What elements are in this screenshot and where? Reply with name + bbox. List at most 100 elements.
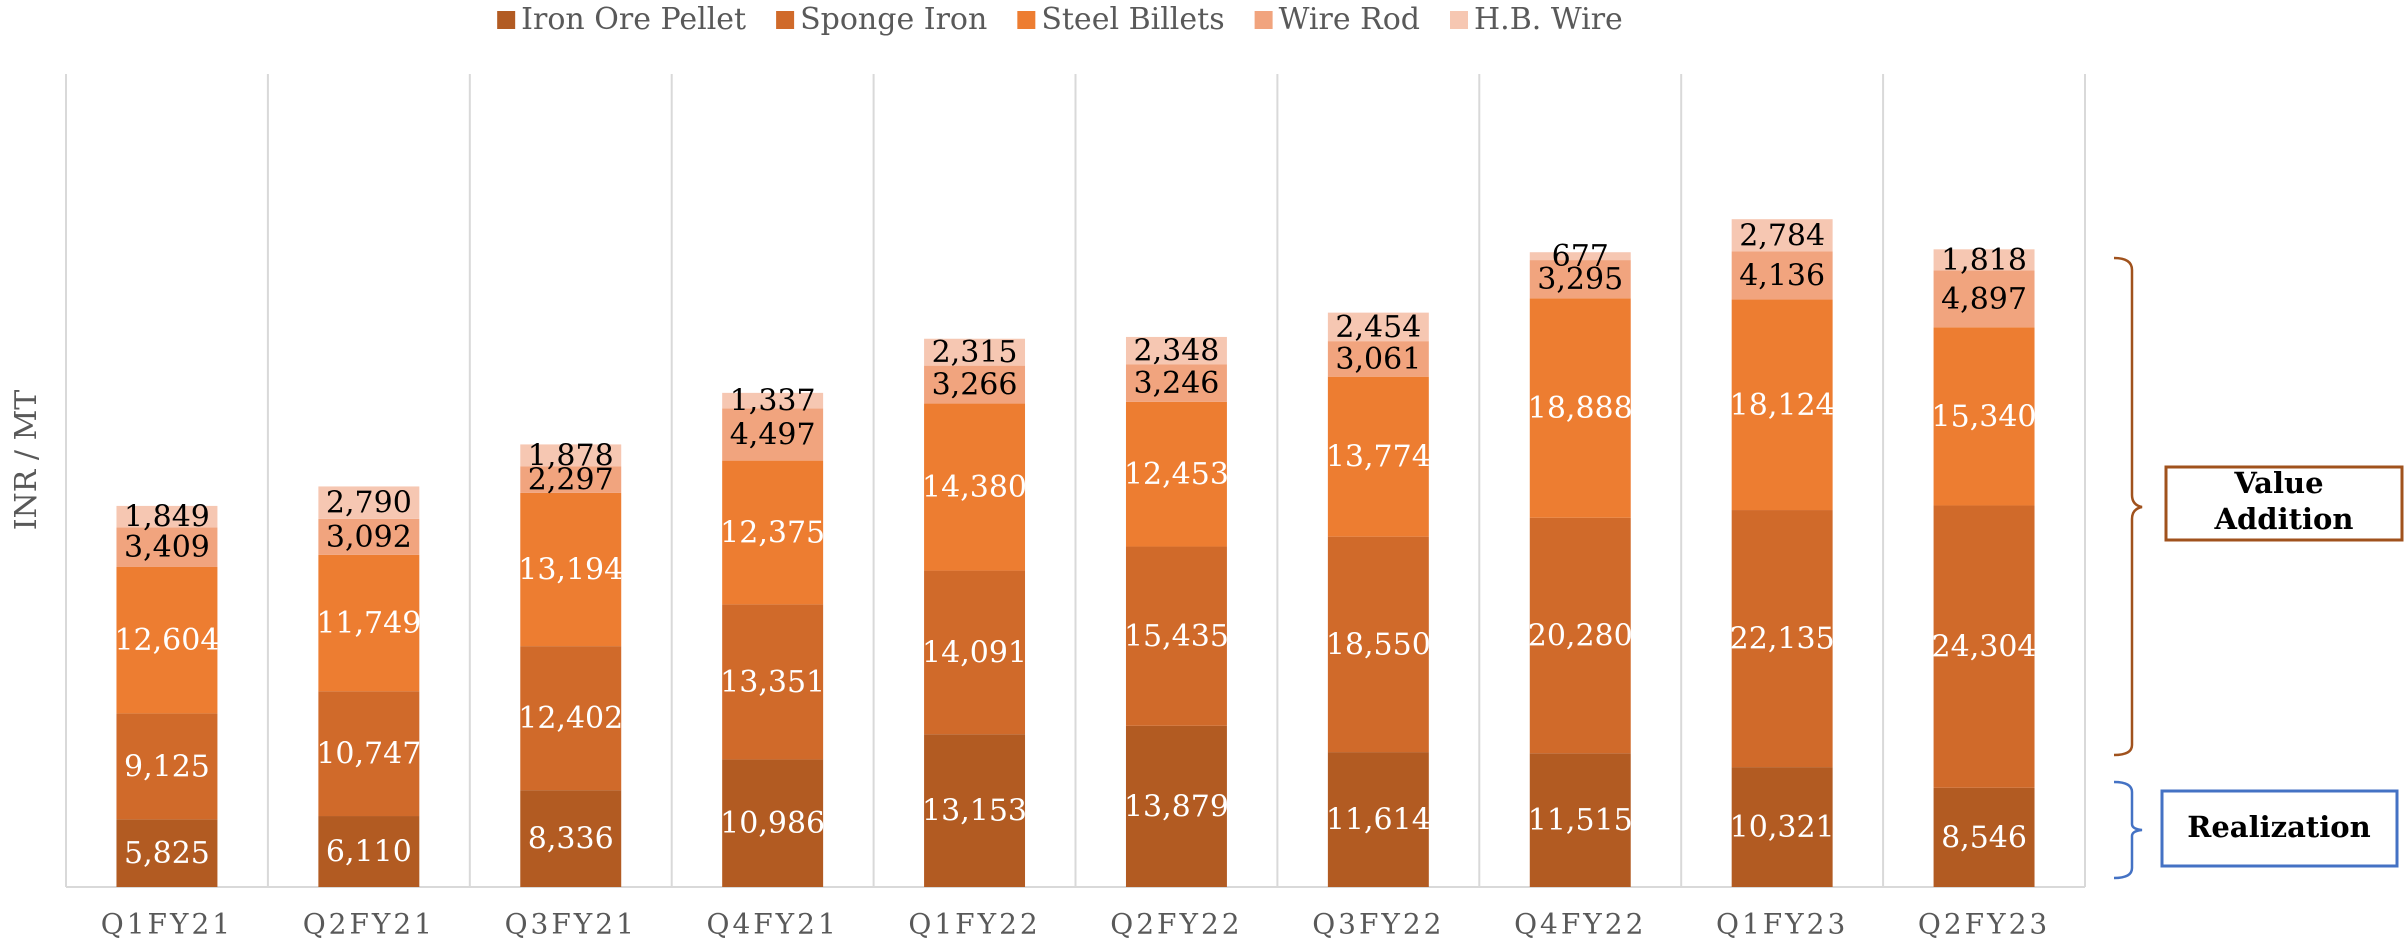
bar-segment	[520, 492, 622, 647]
annotation-line: Value	[2233, 466, 2323, 500]
x-tick-label: Q4FY22	[1514, 908, 1646, 941]
annotation-box	[2160, 789, 2399, 868]
data-label: 18,124	[1730, 388, 1835, 423]
data-label: 14,091	[922, 635, 1027, 670]
bar-segment	[1933, 505, 2035, 788]
data-label: 1,337	[730, 384, 816, 419]
annotation: Realization	[2187, 810, 2370, 844]
data-label: 2,315	[932, 335, 1018, 370]
bar-segment	[1125, 546, 1227, 726]
bar-segment	[1529, 298, 1631, 518]
data-label: 3,266	[932, 368, 1018, 403]
data-label: 12,375	[720, 515, 825, 550]
bar-segment	[318, 486, 420, 519]
bar-segment	[1731, 299, 1833, 511]
x-tick-label: Q1FY22	[908, 908, 1040, 941]
bar-segment	[1731, 251, 1833, 300]
data-label: 12,604	[114, 623, 219, 658]
data-label: 13,153	[922, 794, 1027, 829]
bar-segment	[318, 518, 420, 555]
bar-segment	[1125, 364, 1227, 402]
bar-segment	[1731, 219, 1833, 252]
bar-segment	[1327, 341, 1429, 377]
legend-swatch	[1017, 11, 1036, 29]
bar-segment	[1529, 753, 1631, 887]
bar-segment	[116, 713, 218, 820]
bar-segment	[722, 392, 824, 409]
bar-segment	[318, 554, 420, 692]
annotation: Value Addition	[2214, 466, 2354, 536]
data-label: 11,614	[1326, 803, 1431, 838]
data-label: 1,818	[1941, 243, 2027, 278]
x-tick-label: Q2FY23	[1918, 908, 2050, 941]
data-label: 13,774	[1326, 440, 1431, 475]
data-label: 15,340	[1932, 399, 2037, 434]
bar-segment	[1125, 336, 1227, 365]
data-label: 13,351	[720, 665, 825, 700]
bar-segment	[1327, 312, 1429, 342]
bar-segment	[318, 816, 420, 887]
bar-segment	[1933, 270, 2035, 328]
bar-segment	[1933, 787, 2035, 887]
annotation-box	[2164, 465, 2404, 542]
bar-segment	[722, 759, 824, 887]
data-label: 4,897	[1941, 282, 2027, 317]
data-label: 677	[1552, 239, 1609, 274]
bar-segment	[1933, 249, 2035, 271]
bar-segment	[924, 365, 1026, 404]
bar-segment	[1125, 401, 1227, 547]
bar-segment	[722, 408, 824, 461]
legend-swatch	[1450, 11, 1468, 29]
bar-segment	[722, 460, 824, 605]
annotation-line: Addition	[2214, 502, 2354, 536]
data-label: 13,879	[1124, 789, 1229, 824]
data-label: 12,402	[518, 701, 623, 736]
data-label: 24,304	[1932, 630, 2037, 665]
legend-swatch	[776, 11, 795, 29]
data-label: 20,280	[1528, 618, 1633, 653]
bar-segment	[924, 734, 1026, 887]
legend-label: H.B. Wire	[1474, 2, 1623, 37]
x-tick-label: Q3FY22	[1312, 908, 1444, 941]
data-label: 11,749	[316, 606, 421, 641]
data-label: 3,295	[1537, 262, 1623, 297]
bar-segment	[722, 604, 824, 760]
data-label: 2,784	[1739, 218, 1825, 253]
data-label: 3,061	[1335, 342, 1421, 377]
data-label: 2,790	[326, 486, 412, 521]
data-label: 2,454	[1335, 310, 1421, 345]
data-label: 10,747	[316, 737, 421, 772]
bar-segment	[1529, 260, 1631, 299]
bar-segment	[318, 691, 420, 817]
bar-segment	[520, 646, 622, 791]
bar-segment	[1731, 510, 1833, 768]
data-label: 1,849	[124, 500, 210, 535]
data-label: 2,297	[528, 463, 614, 498]
bar-segment	[1731, 767, 1833, 887]
x-tick-label: Q2FY21	[303, 908, 435, 941]
legend-label: Steel Billets	[1041, 2, 1224, 37]
data-label: 4,136	[1739, 259, 1825, 294]
data-label: 1,878	[528, 438, 614, 473]
bar-segment	[1933, 327, 2035, 506]
bar-segment	[1125, 725, 1227, 887]
y-axis-label: INR / MT	[9, 390, 44, 531]
data-label: 3,409	[124, 530, 210, 565]
data-label: 9,125	[124, 749, 210, 784]
data-label: 10,986	[720, 806, 825, 841]
legend-label: Sponge Iron	[800, 2, 987, 37]
bar-segment	[520, 466, 622, 493]
bar-segment	[1529, 517, 1631, 754]
bar-segment	[116, 566, 218, 714]
bar-segment	[1529, 252, 1631, 261]
legend-swatch	[497, 11, 516, 29]
data-label: 18,550	[1326, 627, 1431, 662]
data-label: 14,380	[922, 470, 1027, 505]
legend-swatch	[1254, 11, 1273, 29]
data-label: 3,092	[326, 520, 412, 555]
data-label: 5,825	[124, 836, 210, 871]
data-label: 4,497	[730, 418, 816, 453]
bar-segment	[924, 338, 1026, 366]
data-label: 10,321	[1730, 810, 1835, 845]
bar-segment	[116, 527, 218, 567]
